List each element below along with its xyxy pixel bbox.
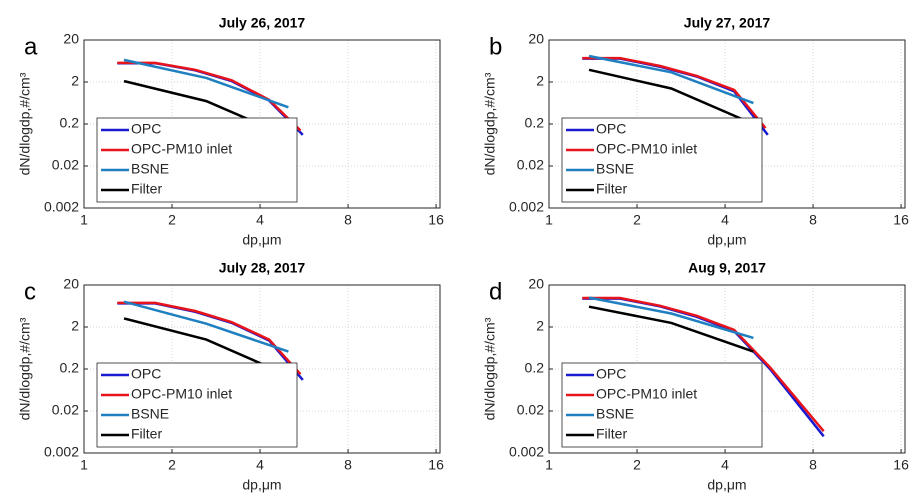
series-line (582, 296, 825, 433)
panel-label: b (489, 33, 502, 60)
legend-label: Filter (131, 426, 162, 442)
y-tick-label: 0.002 (44, 199, 79, 215)
x-tick-label: 8 (344, 212, 352, 228)
y-tick-label: 0.02 (52, 157, 79, 173)
x-tick-label: 4 (721, 212, 729, 228)
y-tick-label: 20 (528, 276, 544, 292)
x-tick-label: 1 (545, 212, 553, 228)
legend-box (561, 362, 763, 448)
series-line (588, 68, 754, 126)
y-tick-label: 0.2 (525, 115, 545, 131)
legend-label: OPC-PM10 inlet (596, 141, 697, 157)
x-tick-label: 8 (809, 212, 817, 228)
y-tick-label: 2 (71, 318, 79, 334)
x-tick-label: 1 (80, 212, 88, 228)
x-tick-label: 8 (809, 457, 817, 473)
legend-box (96, 117, 298, 203)
x-tick-label: 1 (545, 457, 553, 473)
y-axis-label: dN/dlogdp,#/cm³ (17, 72, 33, 175)
x-tick-label: 4 (721, 457, 729, 473)
x-tick-label: 16 (428, 212, 444, 228)
y-tick-label: 0.002 (509, 444, 544, 460)
panel-label: c (24, 278, 36, 305)
y-tick-label: 0.2 (60, 360, 80, 376)
y-axis-label: dN/dlogdp,#/cm³ (482, 72, 498, 175)
legend-label: OPC (596, 366, 626, 382)
axes-box (548, 284, 906, 454)
series-line (588, 305, 754, 353)
y-tick-label: 0.2 (525, 360, 545, 376)
y-tick-label: 2 (536, 318, 544, 334)
x-tick-label: 1 (80, 457, 88, 473)
legend-label: BSNE (596, 406, 634, 422)
x-tick-label: 4 (256, 457, 264, 473)
legend-label: BSNE (131, 161, 169, 177)
x-tick-label: 2 (168, 457, 176, 473)
legend-box (561, 117, 763, 203)
legend-label: OPC-PM10 inlet (131, 386, 232, 402)
y-tick-label: 0.02 (52, 402, 79, 418)
series-line (123, 300, 289, 353)
axes-box (83, 39, 441, 209)
y-tick-label: 0.02 (517, 157, 544, 173)
legend-label: Filter (596, 181, 627, 197)
axes-box (83, 284, 441, 454)
chart-title: July 26, 2017 (219, 15, 306, 31)
legend-label: Filter (131, 181, 162, 197)
y-tick-label: 20 (528, 31, 544, 47)
panel-label: a (24, 33, 38, 60)
y-tick-label: 2 (71, 73, 79, 89)
x-tick-label: 2 (633, 212, 641, 228)
chart-title: Aug 9, 2017 (688, 260, 766, 276)
legend-label: Filter (596, 426, 627, 442)
x-tick-label: 2 (633, 457, 641, 473)
x-axis-label: dp,μm (707, 232, 746, 248)
x-tick-label: 2 (168, 212, 176, 228)
series-line (588, 54, 754, 105)
series-line (582, 56, 767, 129)
x-axis-label: dp,μm (242, 477, 281, 493)
y-tick-label: 20 (63, 31, 79, 47)
y-tick-label: 0.002 (509, 199, 544, 215)
series-line (588, 296, 754, 340)
x-tick-label: 16 (893, 212, 909, 228)
y-tick-label: 0.02 (517, 402, 544, 418)
legend-label: OPC (596, 121, 626, 137)
legend-label: OPC-PM10 inlet (596, 386, 697, 402)
legend-label: OPC-PM10 inlet (131, 141, 232, 157)
x-tick-label: 8 (344, 457, 352, 473)
axes-box (548, 39, 906, 209)
x-tick-label: 16 (893, 457, 909, 473)
x-axis-label: dp,μm (242, 232, 281, 248)
y-tick-label: 0.2 (60, 115, 80, 131)
legend-box (96, 362, 298, 448)
chart-title: July 27, 2017 (684, 15, 771, 31)
y-tick-label: 0.002 (44, 444, 79, 460)
x-tick-label: 16 (428, 457, 444, 473)
panel-label: d (489, 278, 502, 305)
legend-label: BSNE (596, 161, 634, 177)
series-line (117, 301, 302, 376)
legend-label: OPC (131, 366, 161, 382)
y-tick-label: 2 (536, 73, 544, 89)
x-axis-label: dp,μm (707, 477, 746, 493)
series-line (123, 58, 289, 109)
y-axis-label: dN/dlogdp,#/cm³ (17, 317, 33, 420)
y-axis-label: dN/dlogdp,#/cm³ (482, 317, 498, 420)
x-tick-label: 4 (256, 212, 264, 228)
legend-label: OPC (131, 121, 161, 137)
chart-title: July 28, 2017 (219, 260, 306, 276)
y-tick-label: 20 (63, 276, 79, 292)
series-line (117, 61, 302, 132)
legend-label: BSNE (131, 406, 169, 422)
